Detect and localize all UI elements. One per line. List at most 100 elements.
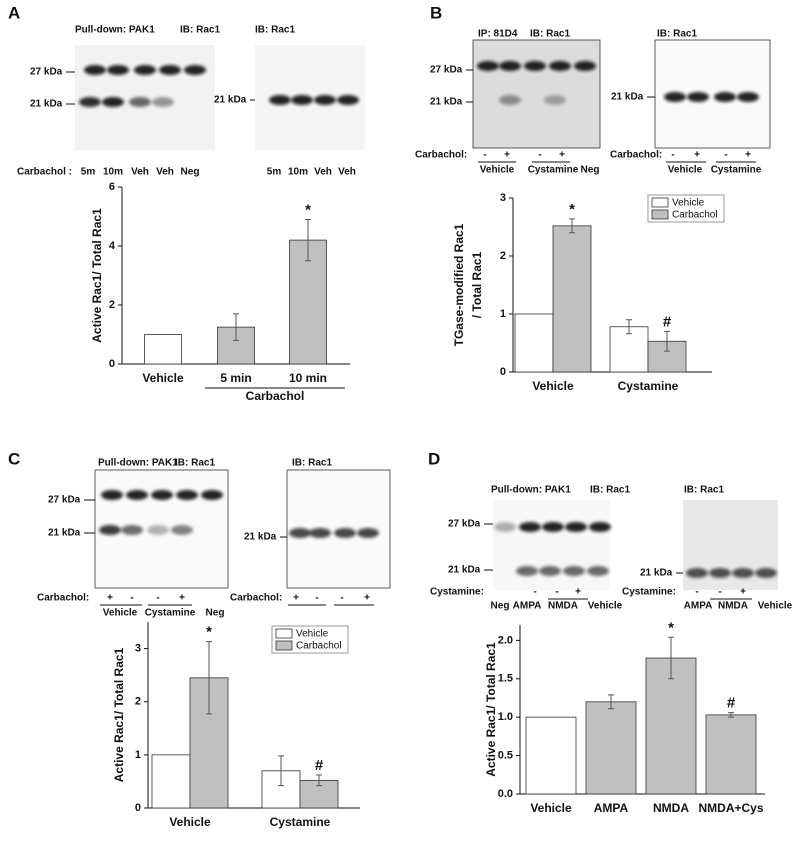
kda-marker: 21 kDa xyxy=(30,99,63,110)
band xyxy=(574,61,596,71)
panel-label: C xyxy=(8,449,20,468)
band xyxy=(519,522,541,532)
blot xyxy=(75,45,215,150)
y-tick-label: 0 xyxy=(500,366,506,378)
error-bar xyxy=(316,774,322,787)
y-tick-label: 0 xyxy=(109,358,115,370)
y-axis-label: Active Rac1/ Total Rac1 xyxy=(484,642,498,777)
row-label: Carbachol : xyxy=(17,167,72,178)
band xyxy=(524,61,546,71)
band xyxy=(587,566,609,576)
band xyxy=(121,525,143,535)
group-label: Vehicle xyxy=(480,165,515,176)
x-tick-label: Vehicle xyxy=(142,371,184,385)
sign: - xyxy=(340,593,343,604)
significance: * xyxy=(206,624,212,641)
kda-marker: 21 kDa xyxy=(214,95,247,106)
band xyxy=(159,65,181,75)
y-axis-label: TGase-modified Rac1 xyxy=(452,223,466,346)
band xyxy=(664,92,686,102)
band xyxy=(269,95,291,105)
kda-marker: 21 kDa xyxy=(611,92,644,103)
band xyxy=(499,95,521,105)
lane-label: Veh xyxy=(314,167,332,178)
band xyxy=(737,92,759,102)
row-label: Carbachol: xyxy=(230,593,282,604)
band xyxy=(337,95,359,105)
legend-label: Vehicle xyxy=(296,629,329,640)
sign: + xyxy=(575,587,581,598)
legend-label: Vehicle xyxy=(672,198,705,209)
blot-header: IB: Rac1 xyxy=(684,485,724,496)
kda-marker: 21 kDa xyxy=(48,528,81,539)
band xyxy=(134,65,156,75)
lane-label: 5m xyxy=(81,167,96,178)
sign: - xyxy=(130,593,133,604)
band xyxy=(129,97,151,107)
significance: # xyxy=(727,695,736,712)
significance: # xyxy=(663,313,672,330)
blot-header: Pull-down: PAK1 xyxy=(98,458,178,469)
error-bar xyxy=(206,641,212,715)
error-bar xyxy=(664,330,670,352)
band xyxy=(709,568,731,578)
x-tick-label: NMDA xyxy=(653,801,689,815)
y-tick-label: 1.5 xyxy=(498,673,513,685)
band xyxy=(589,522,611,532)
blot-header: IP: 81D4 xyxy=(478,29,518,40)
bar xyxy=(151,754,191,809)
sign: + xyxy=(293,593,299,604)
error-bar xyxy=(569,218,575,234)
sign: + xyxy=(107,593,113,604)
row-label: Carbachol: xyxy=(610,150,662,161)
significance: * xyxy=(569,201,575,218)
legend-label: Carbachol xyxy=(672,210,718,221)
band xyxy=(357,528,379,538)
band xyxy=(477,61,499,71)
band xyxy=(102,97,124,107)
sign: + xyxy=(745,150,751,161)
sign: - xyxy=(483,150,486,161)
lane-label: Veh xyxy=(131,167,149,178)
bar xyxy=(144,334,182,365)
band xyxy=(499,61,521,71)
sign: + xyxy=(364,593,370,604)
sign: + xyxy=(740,587,746,598)
blot-header: Pull-down: PAK1 xyxy=(75,25,155,36)
significance: # xyxy=(315,757,324,774)
sign: + xyxy=(179,593,185,604)
band xyxy=(565,522,587,532)
y-tick-label: 2 xyxy=(135,696,141,708)
x-tick-label: AMPA xyxy=(594,801,629,815)
row-label: Carbachol: xyxy=(415,150,467,161)
y-tick-label: 3 xyxy=(500,192,506,204)
lane-label: 10m xyxy=(103,167,123,178)
sign: - xyxy=(718,587,721,598)
blot xyxy=(472,39,601,149)
band xyxy=(714,92,736,102)
kda-marker: 21 kDa xyxy=(448,565,481,576)
x-axis-label: Carbachol xyxy=(246,389,305,403)
lane-label: 10m xyxy=(288,167,308,178)
y-tick-label: 0 xyxy=(135,802,141,814)
lane-label: AMPA xyxy=(513,601,542,612)
lane-label: Veh xyxy=(338,167,356,178)
lane-label: Neg xyxy=(491,601,510,612)
y-tick-label: 3 xyxy=(135,642,141,654)
sign: + xyxy=(694,150,700,161)
blot-header: IB: Rac1 xyxy=(255,25,295,36)
significance: * xyxy=(668,619,674,636)
y-tick-label: 0.0 xyxy=(498,788,513,800)
lane-label: NMDA xyxy=(718,601,748,612)
x-tick-label: Cystamine xyxy=(618,379,679,393)
band xyxy=(101,490,123,500)
y-tick-label: 2.0 xyxy=(498,634,513,646)
bar xyxy=(514,313,554,373)
blot-header: IB: Rac1 xyxy=(590,485,630,496)
blot-header: IB: Rac1 xyxy=(530,29,570,40)
group-label: Cystamine xyxy=(711,165,762,176)
blot-header: IB: Rac1 xyxy=(657,29,697,40)
x-tick-label: 5 min xyxy=(220,371,251,385)
bar xyxy=(705,714,757,795)
group-label: Neg xyxy=(581,165,600,176)
